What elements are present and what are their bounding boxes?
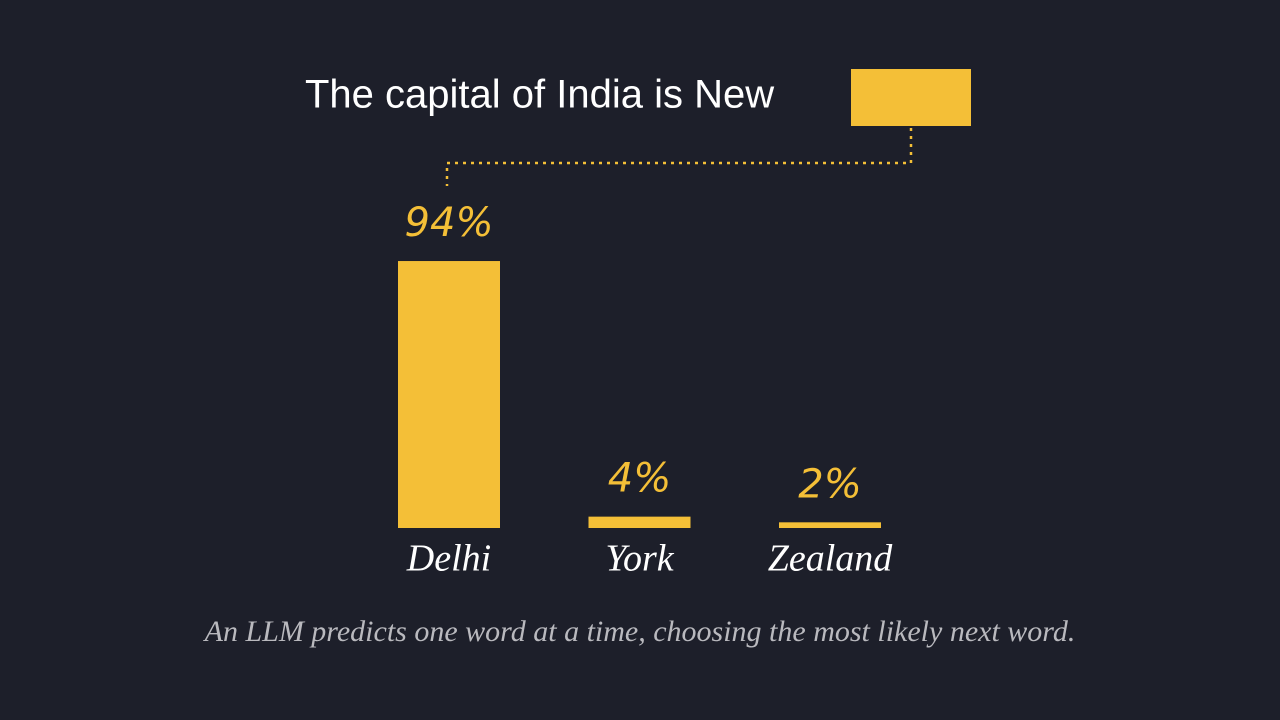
category-label: York <box>605 538 674 580</box>
bar <box>779 522 881 528</box>
blank-word-box <box>851 69 971 126</box>
value-label: 4% <box>608 456 671 502</box>
category-label: Delhi <box>406 538 491 580</box>
caption: An LLM predicts one word at a time, choo… <box>203 615 1076 648</box>
connector <box>445 128 913 186</box>
bar <box>588 516 691 528</box>
bar <box>398 261 500 528</box>
value-label: 2% <box>798 461 861 507</box>
value-label: 94% <box>405 200 494 246</box>
chart-title: The capital of India is New <box>305 73 774 117</box>
category-label: Zealand <box>768 538 894 580</box>
